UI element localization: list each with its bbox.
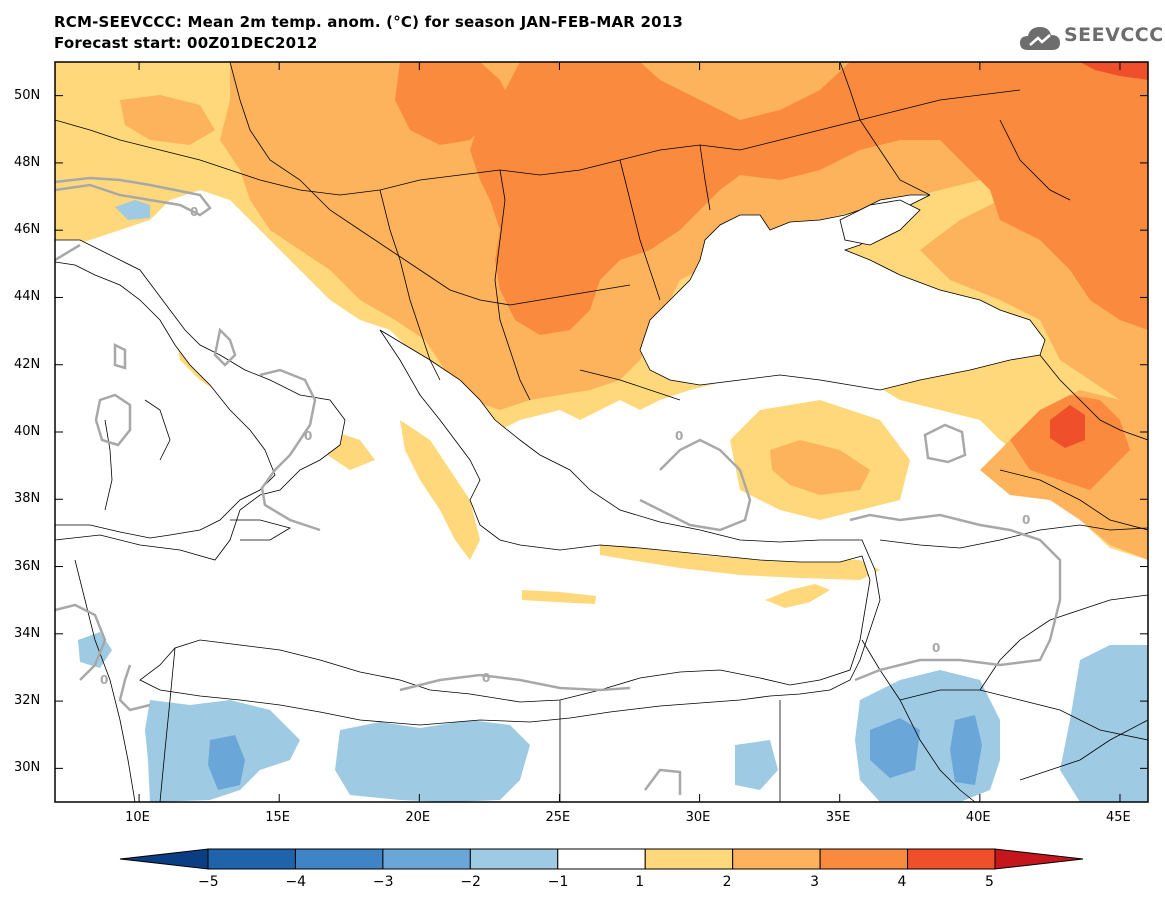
seevccc-logo: SEEVCCC [1018,20,1163,56]
lat-tick-label: 44N [14,289,41,305]
borders [55,62,1148,802]
lat-tick-label: 50N [14,87,41,103]
colorbar [119,848,1084,870]
lon-tick-label: 35E [825,810,851,825]
lat-tick-label: 46N [14,222,41,238]
colorbar-label: 3 [810,874,820,890]
colorbar-arrow-high [994,848,1084,870]
contour-label: 0 [932,641,940,655]
crete-warm [522,590,596,604]
colorbar-box [294,848,384,870]
eastern-turkey-warm-4-5 [1050,405,1085,448]
contour-label: 0 [482,671,490,685]
romania-bulgaria-warm-3-4 [470,62,1148,335]
colorbar-label: 1 [635,874,645,890]
colorbar-label: −3 [372,874,394,890]
arabia-cool-2-3b [950,715,982,785]
colorbar-label: 5 [985,874,994,890]
lat-tick-label: 38N [14,491,41,507]
colorbar-label: −2 [460,874,481,890]
lon-tick-label: 10E [125,810,150,825]
lon-tick-label: 15E [265,810,290,825]
lon-tick-label: 40E [965,810,991,825]
warm-anomaly-2-3 [220,62,1148,420]
sea-of-azov [839,199,921,246]
colorbar-box [907,848,996,870]
central-turkey-warm-2-3 [770,440,870,495]
cyprus-warm [765,584,830,608]
chart-title: RCM-SEEVCCC: Mean 2m temp. anom. (°C) fo… [54,13,683,31]
lon-tick-label: 25E [545,810,571,825]
colorbar-box [557,848,646,870]
logo-text: SEEVCCC [1064,24,1164,46]
libya-cool-2-3 [208,735,245,790]
lat-tick-label: 34N [14,625,41,641]
colorbar-box [732,848,821,870]
colorbar-box [382,848,471,870]
colorbar-label: 2 [722,874,732,890]
contour-label: 0 [304,429,312,443]
libya-cool [335,720,530,802]
black-sea [639,194,1046,391]
contour-label: 0 [190,205,198,219]
colorbar-label: −4 [285,874,307,890]
colorbar-box [207,848,296,870]
egypt-cool [735,740,778,790]
colorbar-label: 4 [897,874,907,890]
contour-label: 0 [1022,513,1030,527]
greece-warm-strip [400,420,480,560]
lat-tick-label: 40N [14,424,41,439]
cloud-icon [1020,27,1060,50]
zero-contours [55,176,1062,795]
colorbar-box [469,848,559,870]
chart-subtitle: Forecast start: 00Z01DEC2012 [54,34,318,52]
lon-tick-label: 45E [1105,810,1131,825]
lat-tick-label: 36N [14,558,41,574]
alps-cool [115,200,150,220]
lat-tick-label: 32N [14,693,41,709]
arabia-cool-2-3 [870,718,920,778]
russia-warm-4-5 [1080,62,1148,80]
colorbar-box [644,848,734,870]
iraq-cool [1060,645,1148,802]
contour-label: 0 [675,429,683,443]
alps-warm-2-3 [120,95,215,145]
lat-tick-label: 42N [14,356,41,372]
contour-label: 0 [100,673,108,687]
lon-tick-label: 30E [685,810,711,825]
hungary-serbia-warm-3-4 [395,62,510,145]
lon-tick-label: 20E [405,810,431,825]
colorbar-label: −1 [547,874,569,890]
lat-tick-label: 48N [14,154,41,170]
colorbar-box [819,848,909,870]
lat-tick-label: 30N [14,760,41,776]
colorbar-arrow-low [119,848,209,870]
colorbar-label: −5 [198,874,219,890]
